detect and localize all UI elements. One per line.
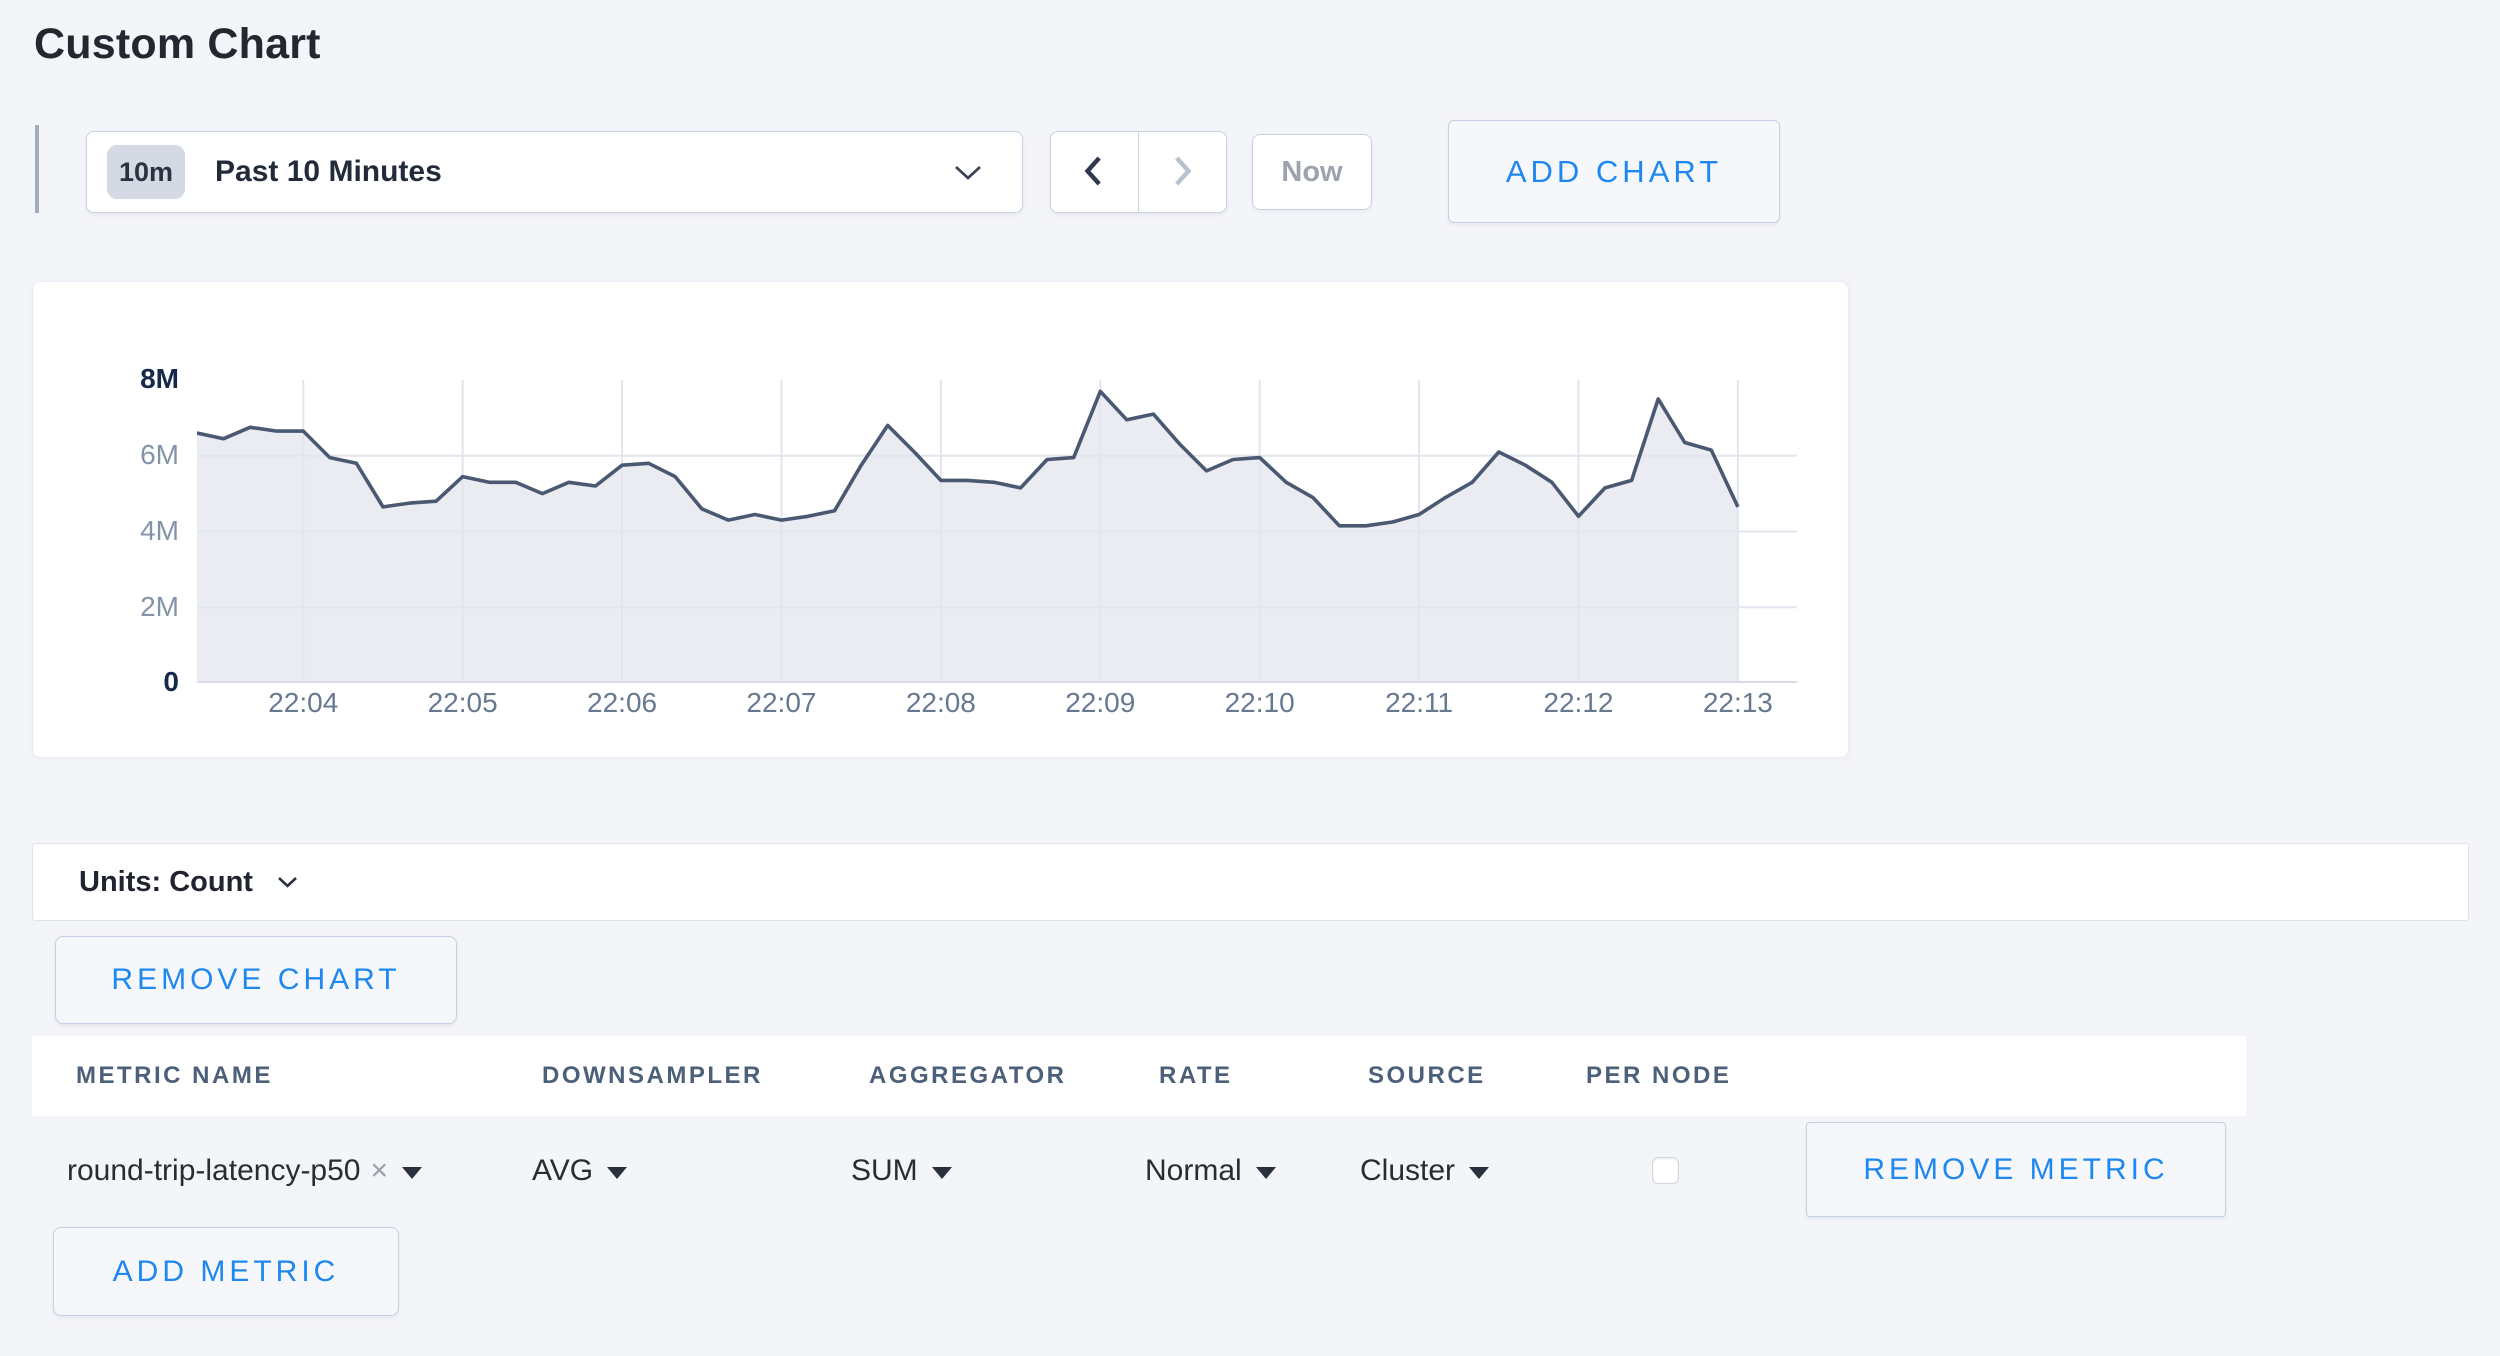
chevron-left-icon [1081, 153, 1107, 192]
caret-down-icon [607, 1167, 628, 1179]
caret-down-icon [1469, 1167, 1490, 1179]
x-axis-tick-label: 22:11 [1385, 687, 1454, 718]
x-axis-tick-label: 22:10 [1224, 687, 1295, 718]
column-header-aggregator: AGGREGATOR [869, 1062, 1067, 1089]
units-dropdown[interactable]: Units: Count [32, 843, 2469, 921]
metric-row: round-trip-latency-p50 × AVG SUM Normal … [32, 1116, 2246, 1226]
chevron-down-icon [954, 165, 982, 186]
aggregator-dropdown[interactable]: SUM [851, 1116, 952, 1226]
x-axis-tick-label: 22:07 [746, 687, 817, 718]
rate-dropdown[interactable]: Normal [1145, 1116, 1276, 1226]
column-header-source: SOURCE [1368, 1062, 1486, 1089]
x-axis-tick-label: 22:06 [587, 687, 658, 718]
y-axis-tick-label: 2M [140, 591, 179, 622]
source-value: Cluster [1360, 1154, 1456, 1187]
time-window-badge: 10m [107, 145, 186, 199]
time-window-label: Past 10 Minutes [215, 155, 442, 188]
time-back-button[interactable] [1051, 132, 1139, 212]
column-header-per-node: PER NODE [1586, 1062, 1732, 1089]
downsampler-dropdown[interactable]: AVG [532, 1116, 628, 1226]
x-axis-tick-label: 22:08 [905, 687, 976, 718]
add-metric-button[interactable]: ADD METRIC [53, 1227, 399, 1316]
downsampler-value: AVG [532, 1154, 594, 1187]
column-header-metric-name: METRIC NAME [76, 1062, 273, 1089]
time-nav-group [1050, 131, 1227, 213]
clear-metric-icon[interactable]: × [370, 1154, 389, 1187]
x-axis-tick-label: 22:09 [1065, 687, 1136, 718]
caret-down-icon [931, 1167, 952, 1179]
chart-card: 8M 6M 4M 2M 0 22:04 22:05 22:06 22:07 22:08 2… [32, 281, 1849, 758]
metric-name-value: round-trip-latency-p50 [67, 1154, 361, 1187]
column-header-downsampler: DOWNSAMPLER [542, 1062, 763, 1089]
caret-down-icon [402, 1167, 423, 1179]
chevron-right-icon [1169, 153, 1195, 192]
y-axis-tick-label: 8M [140, 363, 179, 394]
caret-down-icon [1255, 1167, 1276, 1179]
per-node-checkbox[interactable] [1652, 1157, 1679, 1184]
time-window-dropdown[interactable]: 10m Past 10 Minutes [86, 131, 1023, 213]
column-header-rate: RATE [1159, 1062, 1233, 1089]
metrics-table-header: METRIC NAME DOWNSAMPLER AGGREGATOR RATE … [32, 1036, 2246, 1116]
y-axis-tick-label: 4M [140, 515, 179, 546]
metric-name-dropdown[interactable]: round-trip-latency-p50 × [67, 1116, 423, 1226]
chart-plot-svg [197, 380, 1797, 683]
time-forward-button[interactable] [1139, 132, 1227, 212]
toolbar-accent-divider [35, 125, 39, 213]
remove-chart-button[interactable]: REMOVE CHART [55, 936, 457, 1024]
add-chart-button[interactable]: ADD CHART [1448, 120, 1780, 223]
y-axis-tick-label: 6M [140, 439, 179, 470]
remove-metric-button[interactable]: REMOVE METRIC [1806, 1122, 2226, 1217]
page-title: Custom Chart [34, 20, 321, 68]
chevron-down-icon [277, 875, 298, 893]
y-axis-tick-label: 0 [163, 666, 179, 697]
x-axis-tick-label: 22:12 [1543, 687, 1614, 718]
units-dropdown-label: Units: Count [79, 865, 253, 898]
x-axis-tick-label: 22:05 [427, 687, 498, 718]
x-axis-tick-label: 22:13 [1702, 687, 1773, 718]
aggregator-value: SUM [851, 1154, 918, 1187]
source-dropdown[interactable]: Cluster [1360, 1116, 1490, 1226]
rate-value: Normal [1145, 1154, 1242, 1187]
x-axis-tick-label: 22:04 [268, 687, 339, 718]
now-button[interactable]: Now [1252, 134, 1372, 210]
